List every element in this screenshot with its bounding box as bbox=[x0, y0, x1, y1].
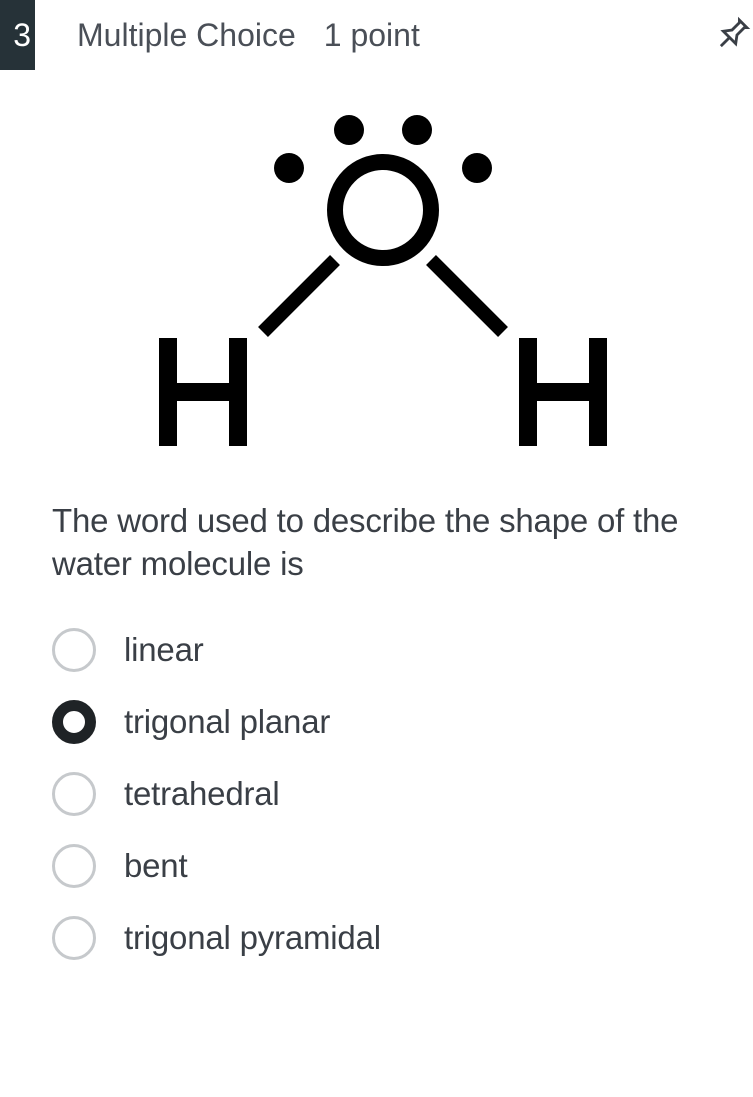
pin-button[interactable] bbox=[711, 14, 753, 56]
option-label: tetrahedral bbox=[124, 775, 280, 813]
question-body: The word used to describe the shape of t… bbox=[0, 100, 753, 974]
radio-icon bbox=[52, 844, 96, 888]
radio-icon-selected bbox=[52, 700, 96, 744]
option-label: trigonal pyramidal bbox=[124, 919, 381, 957]
option-label: trigonal planar bbox=[124, 703, 330, 741]
pin-icon bbox=[711, 14, 753, 56]
option-bent[interactable]: bent bbox=[52, 830, 713, 902]
option-trigonal-pyramidal[interactable]: trigonal pyramidal bbox=[52, 902, 713, 974]
question-number-badge: 3 bbox=[0, 0, 35, 70]
options-list: linear trigonal planar tetrahedral bent … bbox=[52, 614, 713, 974]
question-points-label: 1 point bbox=[324, 17, 420, 54]
option-trigonal-planar[interactable]: trigonal planar bbox=[52, 686, 713, 758]
option-tetrahedral[interactable]: tetrahedral bbox=[52, 758, 713, 830]
radio-icon bbox=[52, 916, 96, 960]
option-linear[interactable]: linear bbox=[52, 614, 713, 686]
question-header: 3 Multiple Choice 1 point bbox=[0, 0, 753, 70]
question-type-label: Multiple Choice bbox=[77, 17, 296, 54]
radio-icon bbox=[52, 628, 96, 672]
question-number: 3 bbox=[13, 17, 31, 54]
radio-icon bbox=[52, 772, 96, 816]
option-label: linear bbox=[124, 631, 204, 669]
option-label: bent bbox=[124, 847, 187, 885]
molecule-diagram bbox=[83, 100, 683, 460]
question-text: The word used to describe the shape of t… bbox=[52, 500, 713, 586]
